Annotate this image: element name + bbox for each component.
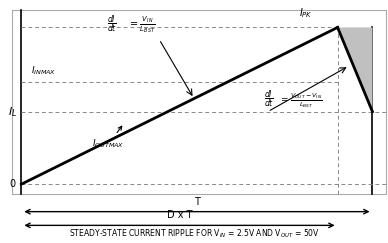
- Text: $I_{OUTMAX}$: $I_{OUTMAX}$: [92, 126, 125, 150]
- Polygon shape: [338, 27, 372, 112]
- Text: $I_{PK}$: $I_{PK}$: [299, 6, 313, 20]
- Text: $= \frac{V_{IN}}{L_{BST}}$: $= \frac{V_{IN}}{L_{BST}}$: [128, 15, 155, 35]
- Text: T: T: [194, 197, 200, 207]
- Text: $= \frac{V_{OUT} - V_{IN}}{L_{BST}}$: $= \frac{V_{OUT} - V_{IN}}{L_{BST}}$: [279, 91, 323, 110]
- Text: $I_{INMAX}$: $I_{INMAX}$: [31, 65, 57, 78]
- Text: $\frac{dI}{dt}$: $\frac{dI}{dt}$: [107, 14, 118, 35]
- Text: STEADY-STATE CURRENT RIPPLE FOR V$_{IN}$ = 2.5V AND V$_{OUT}$ = 50V: STEADY-STATE CURRENT RIPPLE FOR V$_{IN}$…: [69, 227, 319, 240]
- Text: $\frac{dI}{dt}$: $\frac{dI}{dt}$: [264, 88, 274, 110]
- Text: 0: 0: [9, 179, 16, 189]
- Text: D x T: D x T: [167, 210, 192, 220]
- Text: $I_L$: $I_L$: [7, 105, 17, 119]
